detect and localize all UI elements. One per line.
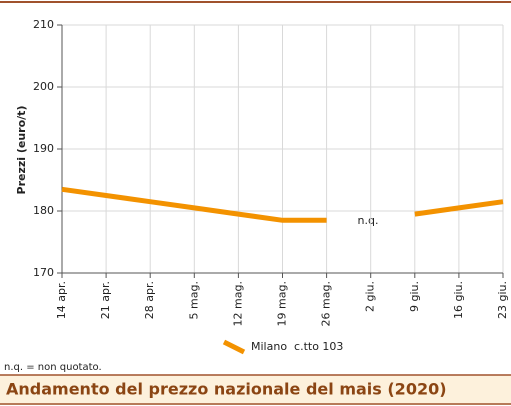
y-tick-label: 210 <box>33 18 54 31</box>
legend-swatch <box>222 339 246 355</box>
annotation: n.q. <box>358 214 379 227</box>
x-tick-label: 19 mag. <box>276 281 289 326</box>
x-tick-label: 16 giu. <box>452 281 465 319</box>
y-tick-label: 180 <box>33 204 54 217</box>
x-tick-label: 5 mag. <box>187 281 200 319</box>
chart-title: Andamento del prezzo nazionale del mais … <box>6 380 447 399</box>
footnote: n.q. = non quotato. <box>4 362 102 373</box>
series-line <box>61 186 504 223</box>
y-axis-label: Prezzi (euro/t) <box>15 106 28 195</box>
y-tick-label: 190 <box>33 142 54 155</box>
x-tick-label: 26 mag. <box>320 281 333 326</box>
x-tick-label: 14 apr. <box>55 281 68 319</box>
y-tick-label: 170 <box>33 266 54 279</box>
x-tick-label: 12 mag. <box>231 281 244 326</box>
y-tick-label: 200 <box>33 80 54 93</box>
x-tick-label: 23 giu. <box>496 281 509 319</box>
x-tick-label: 2 giu. <box>364 281 377 312</box>
x-tick-label: 21 apr. <box>99 281 112 319</box>
title-band <box>0 375 511 405</box>
x-tick-label: 9 giu. <box>408 281 421 312</box>
legend-label: Milano c.tto 103 <box>251 340 343 353</box>
x-tick-label: 28 apr. <box>143 281 156 319</box>
